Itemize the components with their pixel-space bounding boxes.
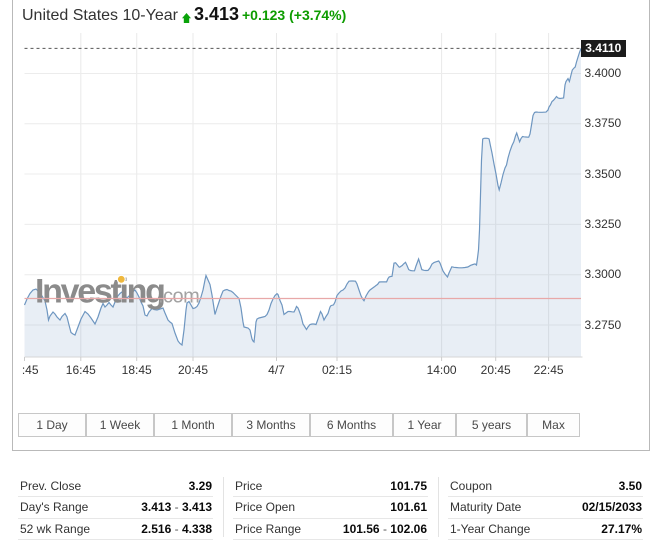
svg-text:.com: .com: [158, 286, 199, 308]
svg-text:Investing: Investing: [35, 273, 164, 311]
